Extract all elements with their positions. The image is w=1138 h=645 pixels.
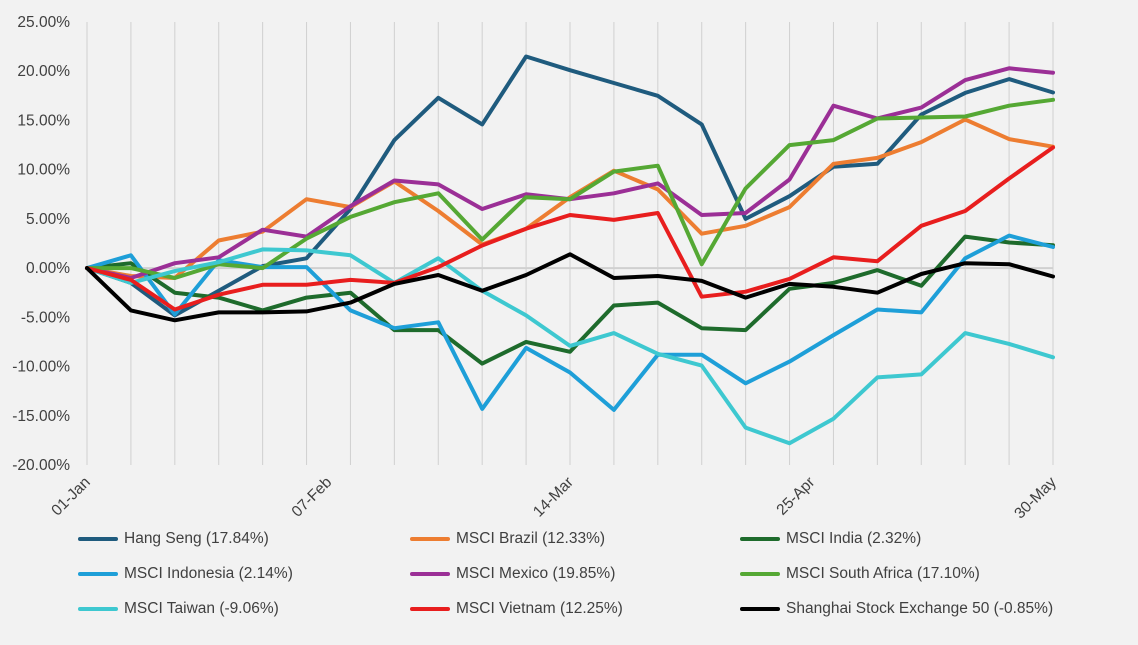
legend-label: MSCI India (2.32%) xyxy=(786,530,922,547)
legend-swatch xyxy=(78,572,118,576)
y-tick-label: 20.00% xyxy=(17,63,70,80)
legend-item: Hang Seng (17.84%) xyxy=(78,530,269,548)
series-line-8 xyxy=(85,252,1055,323)
legend-item: MSCI South Africa (17.10%) xyxy=(740,565,980,583)
legend-item: MSCI Brazil (12.33%) xyxy=(410,530,605,548)
y-tick-label: -15.00% xyxy=(12,408,70,425)
x-tick-label: 01-Jan xyxy=(48,474,94,520)
legend-label: MSCI Taiwan (-9.06%) xyxy=(124,600,279,617)
series-lines xyxy=(85,54,1055,446)
y-tick-label: 0.00% xyxy=(26,260,70,277)
legend-item: MSCI Taiwan (-9.06%) xyxy=(78,600,279,618)
legend-swatch xyxy=(740,572,780,576)
series-line-5 xyxy=(85,97,1055,280)
legend-label: Shanghai Stock Exchange 50 (-0.85%) xyxy=(786,600,1054,617)
legend-swatch xyxy=(410,537,450,541)
y-tick-label: -20.00% xyxy=(12,457,70,474)
y-tick-label: 10.00% xyxy=(17,162,70,179)
legend-swatch xyxy=(410,572,450,576)
legend-label: MSCI Vietnam (12.25%) xyxy=(456,600,623,617)
series-line-7 xyxy=(85,145,1055,312)
legend-swatch xyxy=(740,607,780,611)
series-line-0 xyxy=(85,54,1055,318)
y-axis-tick-labels: 25.00% 20.00% 15.00% 10.00% 5.00% 0.00% -5.00%… xyxy=(12,14,70,474)
y-tick-label: -5.00% xyxy=(21,309,70,326)
legend-label: MSCI South Africa (17.10%) xyxy=(786,565,980,582)
legend-label: MSCI Mexico (19.85%) xyxy=(456,565,616,582)
legend-item: MSCI Vietnam (12.25%) xyxy=(410,600,623,618)
x-tick-label: 14-Mar xyxy=(530,474,577,521)
legend-item: Shanghai Stock Exchange 50 (-0.85%) xyxy=(740,600,1053,618)
y-tick-label: 5.00% xyxy=(26,211,70,228)
y-tick-label: -10.00% xyxy=(12,359,70,376)
x-tick-label: 07-Feb xyxy=(289,474,336,521)
y-tick-label: 25.00% xyxy=(17,14,70,31)
gridlines xyxy=(130,22,1054,465)
x-tick-label: 30-May xyxy=(1011,474,1060,523)
legend-label: MSCI Brazil (12.33%) xyxy=(456,530,606,547)
x-axis-tick-labels: 01-Jan 07-Feb 14-Mar 25-Apr 30-May xyxy=(48,474,1060,523)
legend-item: MSCI Indonesia (2.14%) xyxy=(78,565,293,583)
legend-item: MSCI Mexico (19.85%) xyxy=(410,565,615,583)
legend-label: Hang Seng (17.84%) xyxy=(124,530,269,547)
legend-swatch xyxy=(78,607,118,611)
y-tick-label: 15.00% xyxy=(17,112,70,129)
legend-swatch xyxy=(410,607,450,611)
x-tick-label: 25-Apr xyxy=(773,474,818,519)
series-line-2 xyxy=(85,234,1055,366)
series-line-6 xyxy=(85,247,1055,446)
legend-swatch xyxy=(78,537,118,541)
legend-label: MSCI Indonesia (2.14%) xyxy=(124,565,293,582)
legend-swatch xyxy=(740,537,780,541)
legend-item: MSCI India (2.32%) xyxy=(740,530,921,548)
